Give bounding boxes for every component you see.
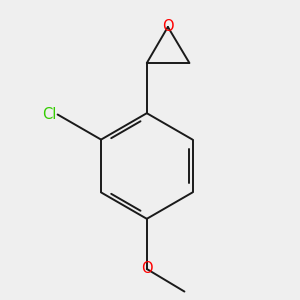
Text: O: O xyxy=(141,262,153,277)
Text: Cl: Cl xyxy=(42,107,56,122)
Text: O: O xyxy=(162,20,174,34)
